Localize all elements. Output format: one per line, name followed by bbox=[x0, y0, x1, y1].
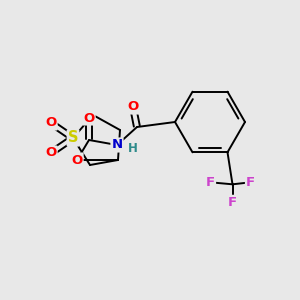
Text: O: O bbox=[83, 112, 94, 124]
Text: S: S bbox=[68, 130, 78, 146]
Text: O: O bbox=[45, 146, 57, 160]
Text: O: O bbox=[71, 154, 82, 166]
Text: H: H bbox=[128, 142, 138, 154]
Text: O: O bbox=[128, 100, 139, 113]
Text: F: F bbox=[246, 176, 255, 189]
Text: F: F bbox=[206, 176, 215, 189]
Text: N: N bbox=[111, 139, 123, 152]
Text: F: F bbox=[228, 196, 237, 209]
Text: O: O bbox=[45, 116, 57, 130]
